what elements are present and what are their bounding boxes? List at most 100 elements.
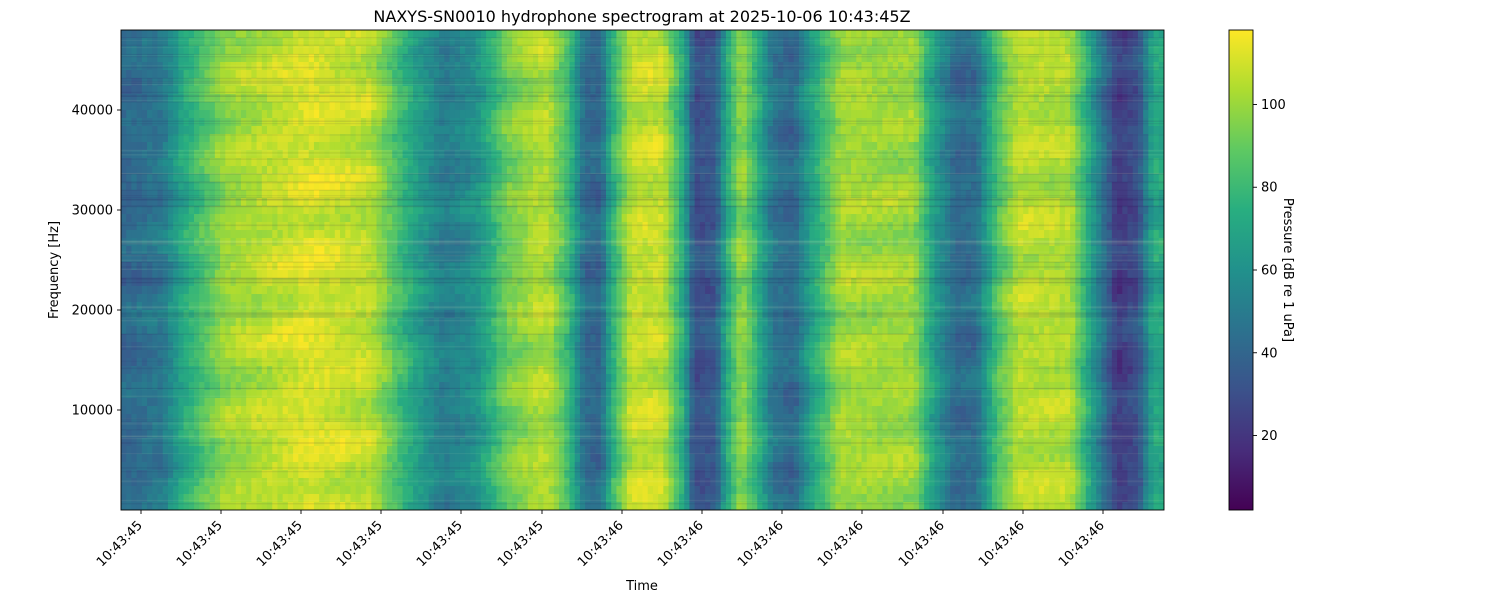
heatmap-cell <box>136 214 143 223</box>
heatmap-cell <box>392 190 398 199</box>
heatmap-cell <box>272 126 279 135</box>
heatmap-cell <box>1158 166 1164 175</box>
heatmap-cell <box>141 206 148 215</box>
heatmap-cell <box>882 46 889 55</box>
heatmap-cell <box>705 190 711 199</box>
heatmap-cell <box>308 110 315 119</box>
heatmap-cell <box>1090 134 1097 143</box>
heatmap-cell <box>944 190 951 199</box>
heatmap-cell <box>663 102 670 111</box>
heatmap-cell <box>819 86 826 95</box>
heatmap-cell <box>1028 198 1035 207</box>
heatmap-cell <box>986 62 993 71</box>
heatmap-cell <box>652 182 659 191</box>
heatmap-cell <box>1038 94 1045 103</box>
heatmap-cell <box>147 158 153 167</box>
heatmap-cell <box>705 62 711 71</box>
heatmap-cell <box>548 86 555 95</box>
heatmap-cell <box>1070 54 1076 63</box>
heatmap-cell <box>762 174 769 183</box>
heatmap-cell <box>329 206 336 215</box>
heatmap-cell <box>1122 86 1129 95</box>
heatmap-cell <box>246 30 252 39</box>
heatmap-cell <box>214 30 221 39</box>
heatmap-cell <box>470 118 477 127</box>
heatmap-cell <box>1002 94 1009 103</box>
heatmap-cell <box>334 182 341 191</box>
heatmap-cell <box>746 214 753 223</box>
heatmap-cell <box>960 206 967 215</box>
heatmap-cell <box>772 86 779 95</box>
heatmap-cell <box>167 126 174 135</box>
heatmap-cell <box>851 30 857 39</box>
heatmap-cell <box>1038 110 1045 119</box>
heatmap-cell <box>209 198 216 207</box>
heatmap-cell <box>475 70 482 79</box>
heatmap-cell <box>298 190 305 199</box>
heatmap-cell <box>345 94 352 103</box>
heatmap-cell <box>1017 126 1024 135</box>
heatmap-cell <box>386 174 393 183</box>
heatmap-cell <box>413 70 419 79</box>
heatmap-cell <box>439 198 445 207</box>
heatmap-cell <box>1090 214 1097 223</box>
heatmap-cell <box>532 182 539 191</box>
heatmap-cell <box>131 166 138 175</box>
heatmap-cell <box>407 54 414 63</box>
heatmap-cell <box>392 182 398 191</box>
heatmap-cell <box>793 62 800 71</box>
heatmap-cell <box>877 38 883 47</box>
heatmap-cell <box>903 62 910 71</box>
heatmap-cell <box>136 198 143 207</box>
heatmap-cell <box>574 206 581 215</box>
heatmap-cell <box>329 102 336 111</box>
heatmap-cell <box>360 30 367 39</box>
heatmap-cell <box>783 86 790 95</box>
heatmap-cell <box>679 222 685 231</box>
heatmap-cell <box>355 150 362 159</box>
heatmap-cell <box>183 38 190 47</box>
heatmap-cell <box>209 134 216 143</box>
heatmap-cell <box>741 54 748 63</box>
heatmap-cell <box>1049 110 1056 119</box>
heatmap-cell <box>340 38 346 47</box>
heatmap-cell <box>1101 174 1108 183</box>
heatmap-cell <box>924 126 930 135</box>
heatmap-cell <box>632 38 638 47</box>
heatmap-cell <box>350 198 357 207</box>
heatmap-cell <box>486 174 492 183</box>
heatmap-cell <box>126 134 133 143</box>
heatmap-cell <box>230 118 237 127</box>
heatmap-cell <box>710 126 717 135</box>
heatmap-cell <box>147 182 153 191</box>
heatmap-cell <box>428 150 435 159</box>
heatmap-cell <box>355 30 362 39</box>
heatmap-cell <box>1080 126 1087 135</box>
heatmap-cell <box>689 54 696 63</box>
heatmap-cell <box>725 190 732 199</box>
heatmap-cell <box>908 150 915 159</box>
heatmap-cell <box>402 38 409 47</box>
heatmap-cell <box>1054 30 1061 39</box>
heatmap-cell <box>611 190 618 199</box>
heatmap-cell <box>663 174 670 183</box>
heatmap-cell <box>277 102 284 111</box>
heatmap-cell <box>392 166 398 175</box>
heatmap-cell <box>214 86 221 95</box>
heatmap-cell <box>392 174 398 183</box>
heatmap-cell <box>1137 206 1144 215</box>
heatmap-cell <box>1044 46 1050 55</box>
heatmap-cell <box>1028 62 1035 71</box>
heatmap-cell <box>423 206 430 215</box>
heatmap-cell <box>663 70 670 79</box>
heatmap-cell <box>501 214 508 223</box>
heatmap-cell <box>1106 150 1113 159</box>
heatmap-cell <box>606 102 612 111</box>
heatmap-cell <box>340 110 346 119</box>
heatmap-cell <box>199 94 206 103</box>
heatmap-cell <box>788 46 795 55</box>
heatmap-cell <box>1064 86 1071 95</box>
heatmap-cell <box>1023 126 1029 135</box>
heatmap-cell <box>480 78 487 87</box>
heatmap-cell <box>778 102 784 111</box>
